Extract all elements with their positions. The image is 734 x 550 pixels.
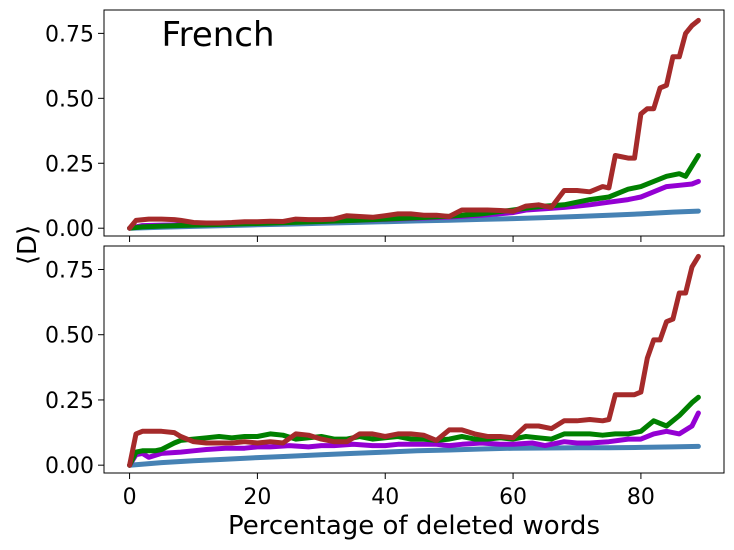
series-line-3 [127, 394, 701, 468]
y-tick-label: 0.50 [45, 324, 94, 349]
x-tick-label: 40 [371, 485, 399, 510]
series-line-4 [127, 253, 701, 468]
y-tick-label: 0.75 [45, 258, 94, 283]
y-tick-label: 0.25 [45, 389, 94, 414]
y-tick-label: 0.00 [45, 454, 94, 479]
plot-frame [103, 245, 725, 474]
plot-frame [103, 9, 725, 237]
x-tick-label: 80 [627, 485, 655, 510]
series-line-4 [127, 17, 701, 231]
x-tick-label: 0 [123, 485, 137, 510]
x-tick-label: 60 [499, 485, 527, 510]
panel-annotation: French [162, 15, 275, 55]
top-panel: 0.00 0.25 0.50 0.75 French [45, 9, 725, 242]
y-tick-label: 0.25 [45, 152, 94, 177]
x-axis-label: Percentage of deleted words [228, 511, 600, 541]
series-line-1 [127, 443, 701, 468]
bottom-panel: 0.00 0.25 0.50 0.75 0 20 40 60 80 [45, 245, 725, 510]
y-axis-label: ⟨D⟩ [13, 225, 43, 265]
y-tick-label: 0.50 [45, 87, 94, 112]
y-tick-label: 0.00 [45, 217, 94, 242]
series-line-2 [127, 410, 701, 468]
x-tick-label: 20 [243, 485, 271, 510]
y-tick-label: 0.75 [45, 22, 94, 47]
